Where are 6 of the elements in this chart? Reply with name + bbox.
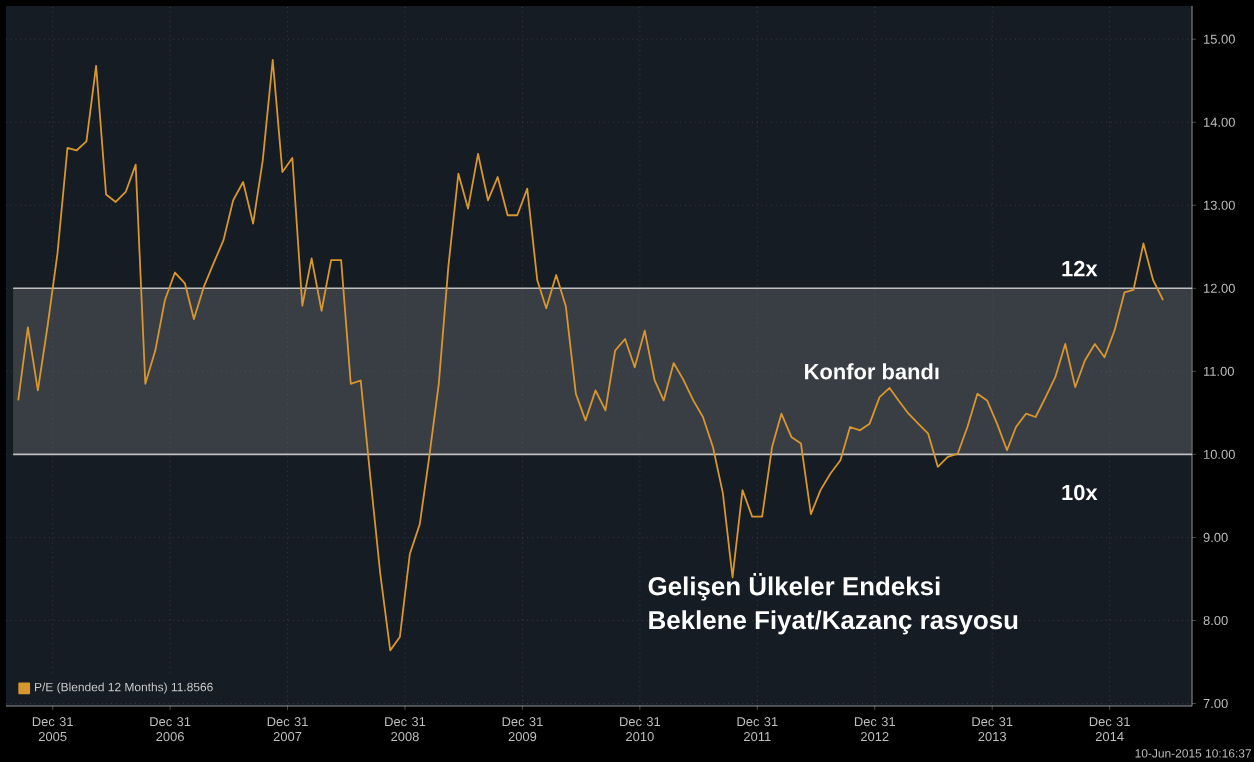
text: Beklene Fiyat/Kazanç rasyosu bbox=[649, 610, 1018, 635]
text: Gelişen Ülkeler Endeksi bbox=[648, 573, 940, 601]
annotation: 10x bbox=[1062, 484, 1098, 501]
line-series bbox=[17, 59, 1164, 652]
annotation: 12x bbox=[1062, 260, 1098, 277]
band-label: Konfor bandı bbox=[805, 363, 939, 380]
